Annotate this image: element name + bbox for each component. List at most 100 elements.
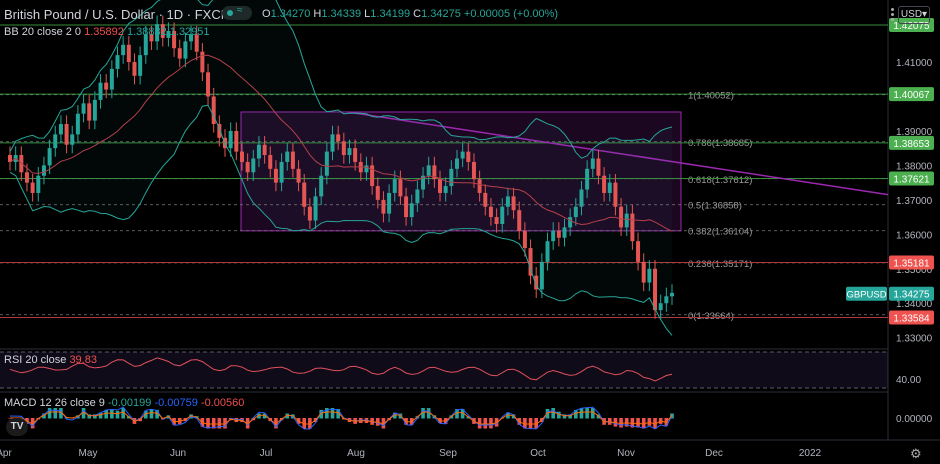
candle-body [528, 248, 533, 276]
price-tick: 1.33000 [896, 334, 933, 345]
candle-body [641, 261, 646, 283]
candle-body [471, 161, 476, 180]
candle-body [143, 34, 148, 56]
macd-histogram-bar [392, 412, 397, 419]
price-label-badge [889, 135, 934, 150]
candle-body [613, 182, 618, 207]
candle-body [387, 192, 392, 214]
macd-histogram-bar [477, 418, 482, 429]
macd-histogram-bar [217, 418, 222, 429]
candle-body [562, 227, 567, 238]
fib-level-label: 0.236(1.35171) [688, 259, 752, 270]
bb-basis [9, 54, 673, 232]
candle-body [194, 34, 199, 52]
rsi-line [9, 357, 673, 382]
candle-body [460, 151, 465, 159]
ohlc-readout: O1.34270 H1.34339 L1.34199 C1.34275 +0.0… [262, 8, 559, 20]
macd-histogram-bar [87, 414, 92, 419]
candle-body [664, 296, 669, 304]
fib-level-label: 0(1.33664) [688, 311, 734, 322]
macd-histogram-bar [308, 418, 312, 429]
price-tick: 1.38000 [896, 161, 933, 172]
candle-body [132, 62, 137, 76]
time-axis-label: Jun [170, 448, 186, 459]
macd-histogram-bar [81, 408, 86, 419]
candle-body [92, 99, 97, 121]
candle-body [381, 199, 386, 214]
candle-body [234, 130, 239, 152]
bb-fill [10, 0, 672, 336]
macd-histogram-bar [421, 408, 425, 419]
candle-body [517, 210, 522, 231]
price-tick: 1.39000 [896, 127, 933, 138]
rsi-band [0, 352, 888, 388]
price-tick: 1.41000 [896, 58, 933, 69]
candle-body [454, 158, 459, 169]
macd-histogram-bar [545, 409, 550, 419]
candle-body [268, 155, 273, 169]
candle-body [138, 55, 143, 76]
time-axis-label: Oct [530, 448, 546, 459]
candle-body [98, 82, 103, 100]
candle-body [636, 241, 641, 262]
currency-selector[interactable]: USD▾ [898, 6, 930, 24]
candle-body [398, 179, 403, 197]
candle-body [590, 158, 595, 169]
candle-body [285, 151, 290, 162]
macd-signal-line [10, 411, 673, 425]
candle-body [539, 261, 544, 290]
time-axis-label: Nov [617, 448, 635, 459]
macd-histogram-bar [121, 408, 125, 419]
price-label-text: 1.37621 [893, 174, 930, 185]
macd-histogram-bar [624, 418, 629, 427]
symbol-title[interactable]: British Pound / U.S. Dollar · 1D · FXCM [4, 7, 232, 22]
macd-histogram-bar [653, 418, 657, 429]
market-status-icon: ≈ [222, 5, 252, 20]
candle-body [70, 134, 75, 145]
fib-level-label: 0.382(1.36104) [688, 227, 752, 238]
more-menu-icon[interactable] [888, 6, 896, 22]
candle-body [653, 268, 658, 311]
price-label-badge [889, 171, 934, 186]
candle-body [53, 134, 58, 149]
candle-body [647, 268, 652, 283]
rsi-legend[interactable]: RSI 20 close 39.83 [4, 354, 97, 366]
candle-body [121, 44, 126, 56]
candle-body [347, 148, 352, 156]
candle-body [511, 196, 516, 211]
candle-body [415, 189, 420, 204]
time-axis-label: Apr [0, 448, 12, 459]
macd-histogram-bar [110, 409, 114, 419]
candle-body [494, 217, 499, 224]
candle-body [183, 41, 188, 59]
candle-body [324, 151, 329, 176]
macd-histogram-bar [455, 409, 459, 419]
macd-histogram-bar [93, 414, 97, 419]
tradingview-logo: TV [6, 418, 28, 436]
candle-body [36, 175, 41, 193]
time-axis-label: Jul [260, 448, 273, 459]
candle-body [87, 103, 92, 121]
candle-body [177, 48, 182, 59]
macd-legend[interactable]: MACD 12 26 close 9 -0.00199 -0.00759 -0.… [4, 397, 245, 409]
candle-body [607, 182, 612, 193]
candle-body [239, 151, 244, 162]
bb-legend[interactable]: BB 20 close 2 0 1.35892 1.38832 1.32951 [4, 26, 210, 38]
candle-body [296, 168, 301, 183]
candle-body [619, 206, 624, 228]
settings-gear-icon[interactable]: ⚙ [910, 446, 922, 461]
candle-body [307, 206, 312, 221]
price-label-badge [889, 310, 934, 325]
candle-body [505, 196, 510, 207]
time-axis-label: Dec [705, 448, 723, 459]
macd-histogram-bar [506, 412, 510, 419]
candle-body [658, 303, 663, 311]
macd-histogram-bar [568, 414, 572, 419]
candle-body [426, 165, 431, 176]
candle-body [262, 144, 267, 156]
candle-body [392, 179, 397, 193]
macd-histogram-bar [426, 408, 431, 419]
macd-histogram-bar [619, 418, 623, 428]
candle-body [375, 186, 380, 200]
